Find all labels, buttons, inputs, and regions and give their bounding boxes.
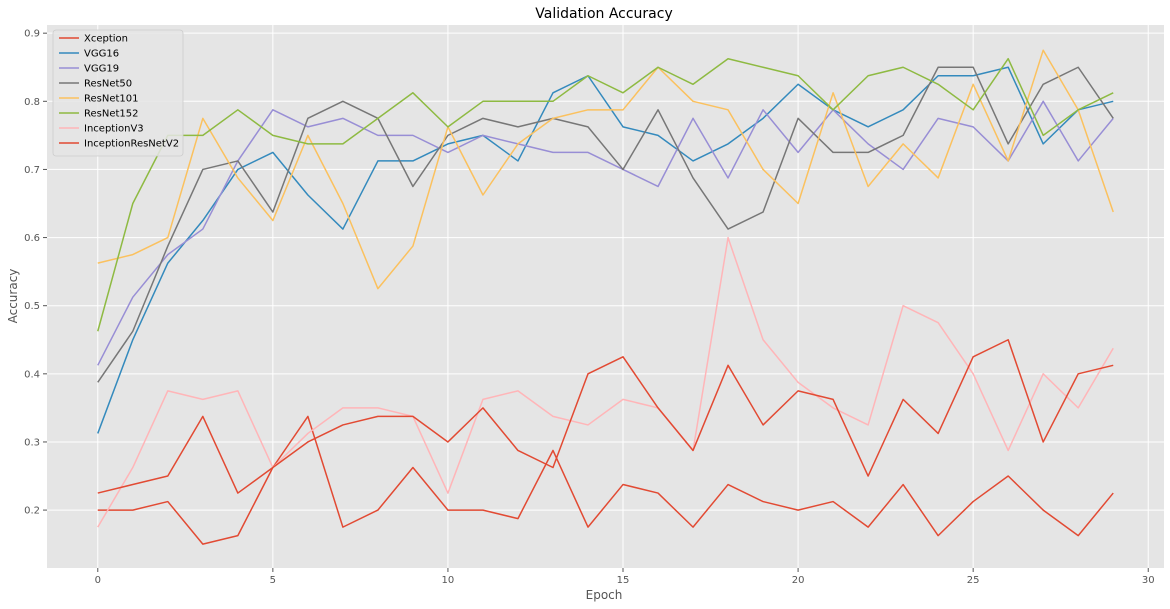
- series-line-resnet101: [97, 49, 1114, 290]
- legend-label-vgg19: VGG19: [84, 64, 119, 75]
- legend: Xception VGG16 VGG19 ResNet50 ResNet101 ResNe…: [52, 29, 184, 157]
- y-tick-label: 0.6: [24, 233, 40, 244]
- y-axis-ticks: 0.2 0.3 0.4 0.5 0.6 0.7 0.8 0.9: [24, 29, 47, 517]
- x-tick-label: 5: [270, 575, 276, 586]
- x-tick-label: 25: [967, 575, 980, 586]
- legend-label-resnet101: ResNet101: [84, 94, 139, 105]
- y-tick-label: 0.7: [24, 165, 40, 176]
- series-line-vgg16: [97, 66, 1114, 434]
- legend-label-xception: Xception: [84, 34, 128, 45]
- y-axis-label: Accuracy: [6, 269, 20, 324]
- series-line-inceptionresnetv2: [97, 339, 1114, 494]
- legend-label-inceptionv3: InceptionV3: [84, 124, 144, 135]
- x-axis-ticks: 0 5 10 15 20 25 30: [95, 568, 1155, 586]
- legend-label-inceptionresnetv2: InceptionResNetV2: [84, 139, 179, 150]
- x-tick-label: 10: [442, 575, 455, 586]
- chart-title: Validation Accuracy: [535, 6, 673, 22]
- series-lines: [97, 49, 1114, 545]
- x-tick-label: 30: [1142, 575, 1155, 586]
- plot-background: [47, 25, 1164, 568]
- y-tick-label: 0.5: [24, 301, 40, 312]
- series-line-resnet152: [97, 57, 1114, 332]
- legend-frame: [52, 29, 184, 157]
- y-tick-label: 0.9: [24, 29, 40, 40]
- y-tick-label: 0.2: [24, 506, 40, 517]
- x-tick-label: 0: [95, 575, 101, 586]
- series-line-xception: [97, 415, 1114, 545]
- y-tick-label: 0.3: [24, 437, 40, 448]
- legend-label-resnet50: ResNet50: [84, 79, 132, 90]
- x-tick-label: 15: [617, 575, 630, 586]
- y-tick-label: 0.8: [24, 97, 40, 108]
- series-line-vgg19: [97, 100, 1114, 366]
- x-tick-label: 20: [792, 575, 805, 586]
- legend-label-vgg16: VGG16: [84, 49, 119, 60]
- series-line-inceptionv3: [97, 236, 1114, 528]
- y-tick-label: 0.4: [24, 369, 40, 380]
- x-axis-label: Epoch: [586, 588, 623, 602]
- legend-label-resnet152: ResNet152: [84, 109, 139, 120]
- series-line-resnet50: [97, 66, 1114, 383]
